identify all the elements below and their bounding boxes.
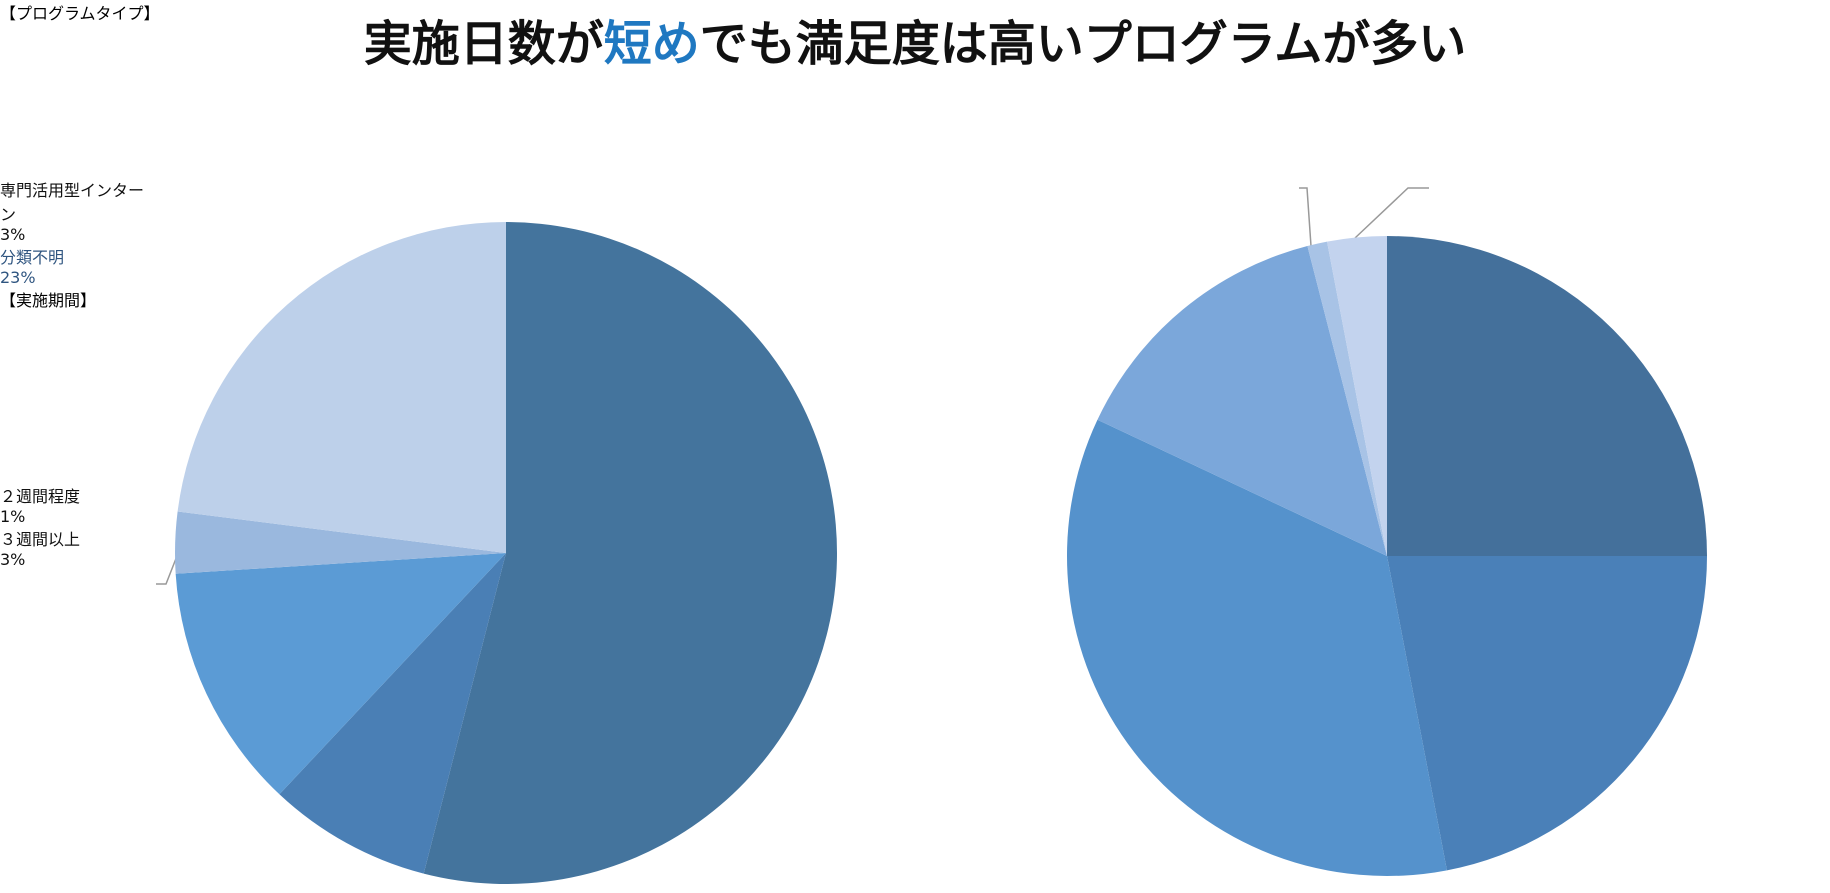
category-label: １日 [0,358,33,377]
pie-slice [1327,236,1387,556]
pie-slice [1307,241,1387,556]
title-part: 短め [603,16,700,72]
title: 実施日数が短めでも満足度は高いプログラムが多い [0,4,1830,74]
slice-label: １日 22% [0,354,200,397]
value-label: 3% [0,225,26,244]
chart-title: 【実施期間】 [0,291,97,310]
slice-label: １週間程度 14% [0,440,240,483]
value-label: 8% [0,91,26,110]
category-label: 汎用的能力活用型インターン [0,114,177,157]
category-label: 分類不明 [0,248,65,267]
pie-slice [177,222,506,553]
category-label: 半日 [0,315,33,334]
leader-line [156,555,178,585]
pie-slice [1097,246,1387,556]
value-label: 12% [0,158,36,177]
pie-slice [1387,236,1707,556]
pie-slice [1066,419,1447,877]
category-label: キャリア教育 [0,71,97,90]
value-label: 35% [0,421,36,440]
chart-title: 【プログラムタイプ】 [0,4,160,23]
slice-label: ３週間以上 3% [0,526,200,569]
leader-line [1354,187,1429,239]
pie-slice [279,553,506,874]
value-label: 23% [0,268,36,287]
slice-label: 半日 25% [0,311,200,354]
category-label: オープン・カンパニー [0,28,160,47]
value-label: 22% [0,378,36,397]
title-part: 実施日数が [363,16,604,72]
slice-label: ２～４日間 35% [0,397,240,440]
category-label: １週間程度 [0,444,81,463]
value-label: 25% [0,335,36,354]
pie-slice [1387,556,1707,871]
value-label: 54% [0,48,36,67]
slice-label: 分類不明 23% [0,244,200,287]
pie-slice [423,222,838,884]
slice-label: 汎用的能力活用型インターン 12% [0,110,180,177]
category-label: ２週間程度 [0,487,81,506]
pie-slice [175,511,507,574]
category-label: ３週間以上 [0,530,81,549]
slice-label: ２週間程度 1% [0,483,200,526]
category-label: 専門活用型インターン [0,181,145,224]
title-part: でも満足度は高いプログラムが多い [699,16,1467,72]
slice-label: 専門活用型インターン 3% [0,177,150,244]
slice-label: キャリア教育 8% [0,67,240,110]
slice-label: オープン・カンパニー 54% [0,24,300,67]
pie-slice [175,553,507,795]
category-label: ２～４日間 [0,401,81,420]
leader-line [1299,187,1312,247]
value-label: 3% [0,550,26,569]
value-label: 1% [0,507,26,526]
value-label: 14% [0,464,36,483]
